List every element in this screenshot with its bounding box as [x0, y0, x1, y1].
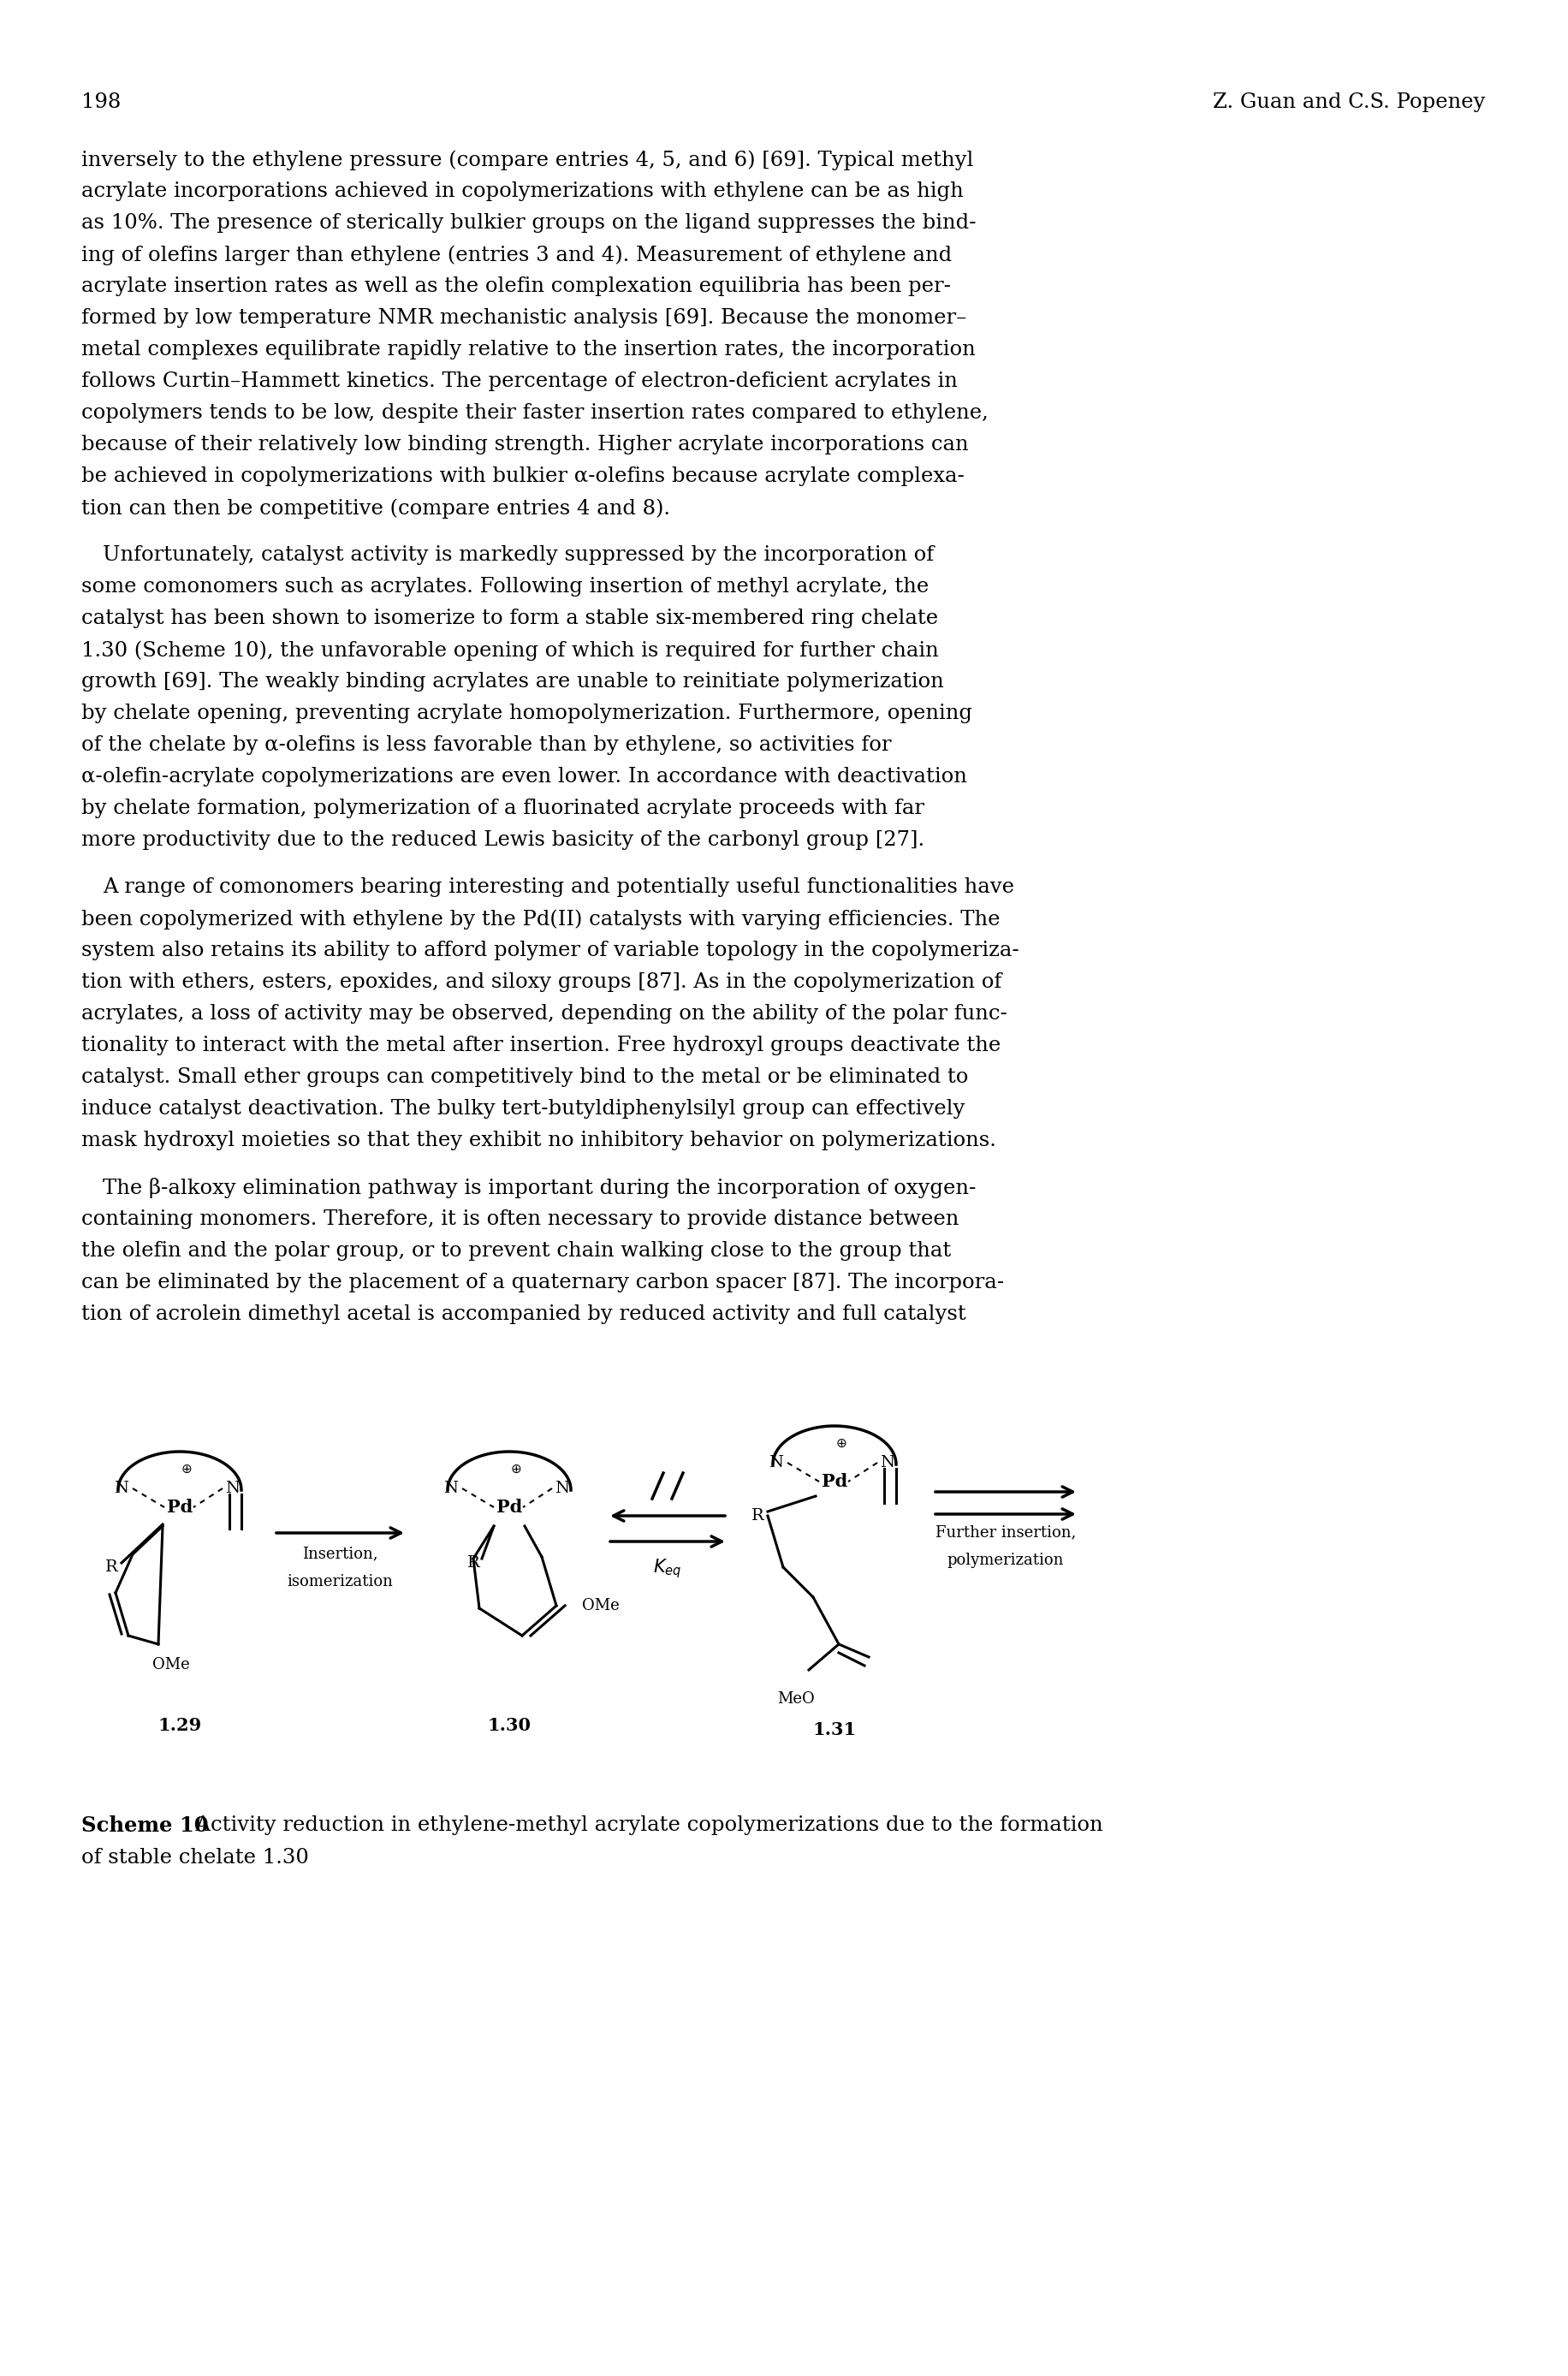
Text: Activity reduction in ethylene-methyl acrylate copolymerizations due to the form: Activity reduction in ethylene-methyl ac… [182, 1815, 1102, 1834]
Text: 1.30 (Scheme 10), the unfavorable opening of which is required for further chain: 1.30 (Scheme 10), the unfavorable openin… [82, 639, 939, 661]
Text: tion can then be competitive (compare entries 4 and 8).: tion can then be competitive (compare en… [82, 499, 670, 518]
Text: N: N [880, 1454, 895, 1471]
Text: tion with ethers, esters, epoxides, and siloxy groups [87]. As in the copolymeri: tion with ethers, esters, epoxides, and … [82, 972, 1002, 993]
Text: containing monomers. Therefore, it is often necessary to provide distance betwee: containing monomers. Therefore, it is of… [82, 1209, 960, 1228]
Text: catalyst. Small ether groups can competitively bind to the metal or be eliminate: catalyst. Small ether groups can competi… [82, 1067, 969, 1086]
Text: mask hydroxyl moieties so that they exhibit no inhibitory behavior on polymeriza: mask hydroxyl moieties so that they exhi… [82, 1131, 996, 1150]
Text: Unfortunately, catalyst activity is markedly suppressed by the incorporation of: Unfortunately, catalyst activity is mark… [103, 544, 935, 565]
Text: 198: 198 [82, 93, 121, 112]
Text: Further insertion,: Further insertion, [936, 1525, 1076, 1540]
Text: acrylate incorporations achieved in copolymerizations with ethylene can be as hi: acrylate incorporations achieved in copo… [82, 181, 963, 202]
Text: catalyst has been shown to isomerize to form a stable six-membered ring chelate: catalyst has been shown to isomerize to … [82, 608, 938, 627]
Text: the olefin and the polar group, or to prevent chain walking close to the group t: the olefin and the polar group, or to pr… [82, 1240, 952, 1262]
Text: 1.29: 1.29 [158, 1718, 202, 1734]
Text: Z. Guan and C.S. Popeney: Z. Guan and C.S. Popeney [1212, 93, 1485, 112]
Text: OMe: OMe [152, 1656, 190, 1673]
Text: Insertion,: Insertion, [303, 1547, 378, 1561]
Text: Pd: Pd [822, 1473, 847, 1490]
Text: follows Curtin–Hammett kinetics. The percentage of electron-deficient acrylates : follows Curtin–Hammett kinetics. The per… [82, 371, 958, 392]
Text: A range of comonomers bearing interesting and potentially useful functionalities: A range of comonomers bearing interestin… [103, 877, 1014, 898]
Text: because of their relatively low binding strength. Higher acrylate incorporations: because of their relatively low binding … [82, 435, 969, 454]
Text: $K_{eq}$: $K_{eq}$ [654, 1556, 682, 1580]
Text: tion of acrolein dimethyl acetal is accompanied by reduced activity and full cat: tion of acrolein dimethyl acetal is acco… [82, 1304, 966, 1323]
Text: formed by low temperature NMR mechanistic analysis [69]. Because the monomer–: formed by low temperature NMR mechanisti… [82, 309, 966, 328]
Text: as 10%. The presence of sterically bulkier groups on the ligand suppresses the b: as 10%. The presence of sterically bulki… [82, 214, 977, 233]
Text: α-olefin-acrylate copolymerizations are even lower. In accordance with deactivat: α-olefin-acrylate copolymerizations are … [82, 767, 967, 786]
Text: metal complexes equilibrate rapidly relative to the insertion rates, the incorpo: metal complexes equilibrate rapidly rela… [82, 340, 975, 359]
Text: system also retains its ability to afford polymer of variable topology in the co: system also retains its ability to affor… [82, 941, 1019, 960]
Text: isomerization: isomerization [287, 1573, 394, 1590]
Text: acrylates, a loss of activity may be observed, depending on the ability of the p: acrylates, a loss of activity may be obs… [82, 1005, 1007, 1024]
Text: been copolymerized with ethylene by the Pd(II) catalysts with varying efficienci: been copolymerized with ethylene by the … [82, 910, 1000, 929]
Text: be achieved in copolymerizations with bulkier α-olefins because acrylate complex: be achieved in copolymerizations with bu… [82, 466, 964, 487]
Text: copolymers tends to be low, despite their faster insertion rates compared to eth: copolymers tends to be low, despite thei… [82, 404, 988, 423]
Text: ing of olefins larger than ethylene (entries 3 and 4). Measurement of ethylene a: ing of olefins larger than ethylene (ent… [82, 245, 952, 266]
Text: N: N [555, 1480, 569, 1497]
Text: ⊕: ⊕ [511, 1461, 522, 1475]
Text: 1.30: 1.30 [488, 1718, 532, 1734]
Text: of the chelate by α-olefins is less favorable than by ethylene, so activities fo: of the chelate by α-olefins is less favo… [82, 734, 892, 756]
Text: growth [69]. The weakly binding acrylates are unable to reinitiate polymerizatio: growth [69]. The weakly binding acrylate… [82, 672, 944, 691]
Text: N: N [226, 1480, 240, 1497]
Text: more productivity due to the reduced Lewis basicity of the carbonyl group [27].: more productivity due to the reduced Lew… [82, 829, 925, 851]
Text: ⊕: ⊕ [182, 1461, 191, 1475]
Text: OMe: OMe [582, 1599, 619, 1613]
Text: R: R [751, 1509, 764, 1523]
Text: Scheme 10: Scheme 10 [82, 1815, 209, 1837]
Text: ⊕: ⊕ [836, 1437, 847, 1449]
Text: Pd: Pd [166, 1499, 193, 1516]
Text: MeO: MeO [778, 1692, 815, 1706]
Text: of stable chelate 1.30: of stable chelate 1.30 [82, 1849, 309, 1868]
Text: 1.31: 1.31 [812, 1720, 856, 1739]
Text: polymerization: polymerization [947, 1552, 1065, 1568]
Text: acrylate insertion rates as well as the olefin complexation equilibria has been : acrylate insertion rates as well as the … [82, 276, 950, 297]
Text: R: R [105, 1559, 118, 1575]
Text: inversely to the ethylene pressure (compare entries 4, 5, and 6) [69]. Typical m: inversely to the ethylene pressure (comp… [82, 150, 974, 171]
Text: induce catalyst deactivation. The bulky tert-butyldiphenylsilyl group can effect: induce catalyst deactivation. The bulky … [82, 1100, 964, 1119]
Text: some comonomers such as acrylates. Following insertion of methyl acrylate, the: some comonomers such as acrylates. Follo… [82, 577, 928, 596]
Text: by chelate formation, polymerization of a fluorinated acrylate proceeds with far: by chelate formation, polymerization of … [82, 798, 925, 817]
Text: N: N [444, 1480, 458, 1497]
Text: The β-alkoxy elimination pathway is important during the incorporation of oxygen: The β-alkoxy elimination pathway is impo… [103, 1178, 975, 1198]
Text: N: N [114, 1480, 129, 1497]
Text: Pd: Pd [497, 1499, 522, 1516]
Text: by chelate opening, preventing acrylate homopolymerization. Furthermore, opening: by chelate opening, preventing acrylate … [82, 703, 972, 722]
Text: tionality to interact with the metal after insertion. Free hydroxyl groups deact: tionality to interact with the metal aft… [82, 1036, 1000, 1055]
Text: R: R [467, 1556, 480, 1571]
Text: N: N [768, 1454, 784, 1471]
Text: can be eliminated by the placement of a quaternary carbon spacer [87]. The incor: can be eliminated by the placement of a … [82, 1274, 1004, 1293]
